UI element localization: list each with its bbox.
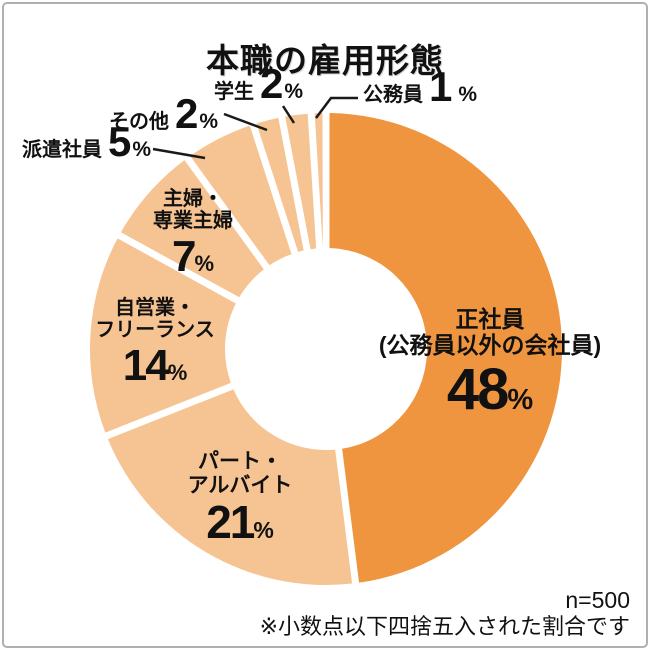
label-shufu: 主婦・ 専業主婦 7% <box>137 188 249 279</box>
sample-size: n=500 <box>565 587 630 614</box>
label-jieigyou-freelance: 自営業・ フリーランス 14% <box>83 297 227 388</box>
label-part-text: パート・ アルバイト <box>187 450 293 497</box>
leader-line-gakusei <box>281 105 296 124</box>
label-gakusei-value: 2 <box>260 60 283 107</box>
leader-line-koumuin <box>315 96 358 119</box>
label-seishain-unit: % <box>507 383 534 416</box>
leader-lines <box>152 96 358 160</box>
label-sonota-unit: % <box>199 110 219 133</box>
label-shufu-text: 主婦・ 専業主婦 <box>153 188 233 233</box>
pie-slice-2 <box>90 238 236 433</box>
leader-line-sonota <box>223 112 268 132</box>
label-sonota-text: その他 <box>109 111 169 133</box>
label-seishain-value: 48 <box>446 356 509 422</box>
label-part-unit: % <box>253 517 274 544</box>
label-part-arbeit: パート・ アルバイト 21% <box>164 450 316 545</box>
label-gakusei-text: 学生 <box>214 81 254 103</box>
pie-slice-7 <box>314 113 323 249</box>
label-gakusei-unit: % <box>284 80 304 103</box>
pie-slice-5 <box>256 117 304 252</box>
label-sonota: その他 2 % <box>109 93 218 135</box>
pie-slices <box>90 113 563 586</box>
label-seishain: 正社員 (公務員以外の会社員) 48% <box>358 306 622 422</box>
pie-slice-0 <box>329 113 563 583</box>
footnote-block: n=500 ※小数点以下四捨五入された割合です <box>260 586 630 641</box>
label-haken-value: 5 <box>108 118 131 165</box>
label-koumuin-value: 1 <box>429 63 452 110</box>
label-sonota-value: 2 <box>175 90 198 137</box>
label-koumuin-unit: % <box>458 83 478 106</box>
label-koumuin: 公務員 1 % <box>363 66 477 108</box>
label-koumuin-text: 公務員 <box>363 84 423 106</box>
label-shufu-value: 7 <box>171 231 197 281</box>
label-haken-text: 派遣社員 <box>22 139 102 161</box>
pie-slice-4 <box>190 125 292 266</box>
chart-title: 本職の雇用形態 <box>206 42 444 80</box>
label-jieigyou-value: 14 <box>122 340 170 390</box>
label-seishain-text: 正社員 (公務員以外の会社員) <box>378 306 602 358</box>
pie-slice-3 <box>120 160 264 298</box>
label-shufu-unit: % <box>194 250 215 276</box>
label-jieigyou-text: 自営業・ フリーランス <box>95 297 215 342</box>
label-haken-shain: 派遣社員 5 % <box>22 121 151 163</box>
pie-slice-1 <box>107 389 353 586</box>
label-haken-unit: % <box>132 138 152 161</box>
label-gakusei: 学生 2 % <box>214 63 303 105</box>
label-jieigyou-unit: % <box>167 359 188 385</box>
rounding-note: ※小数点以下四捨五入された割合です <box>259 614 630 640</box>
label-part-value: 21 <box>206 496 255 549</box>
leader-line-haken <box>152 147 206 160</box>
pie-slice-6 <box>285 113 317 250</box>
